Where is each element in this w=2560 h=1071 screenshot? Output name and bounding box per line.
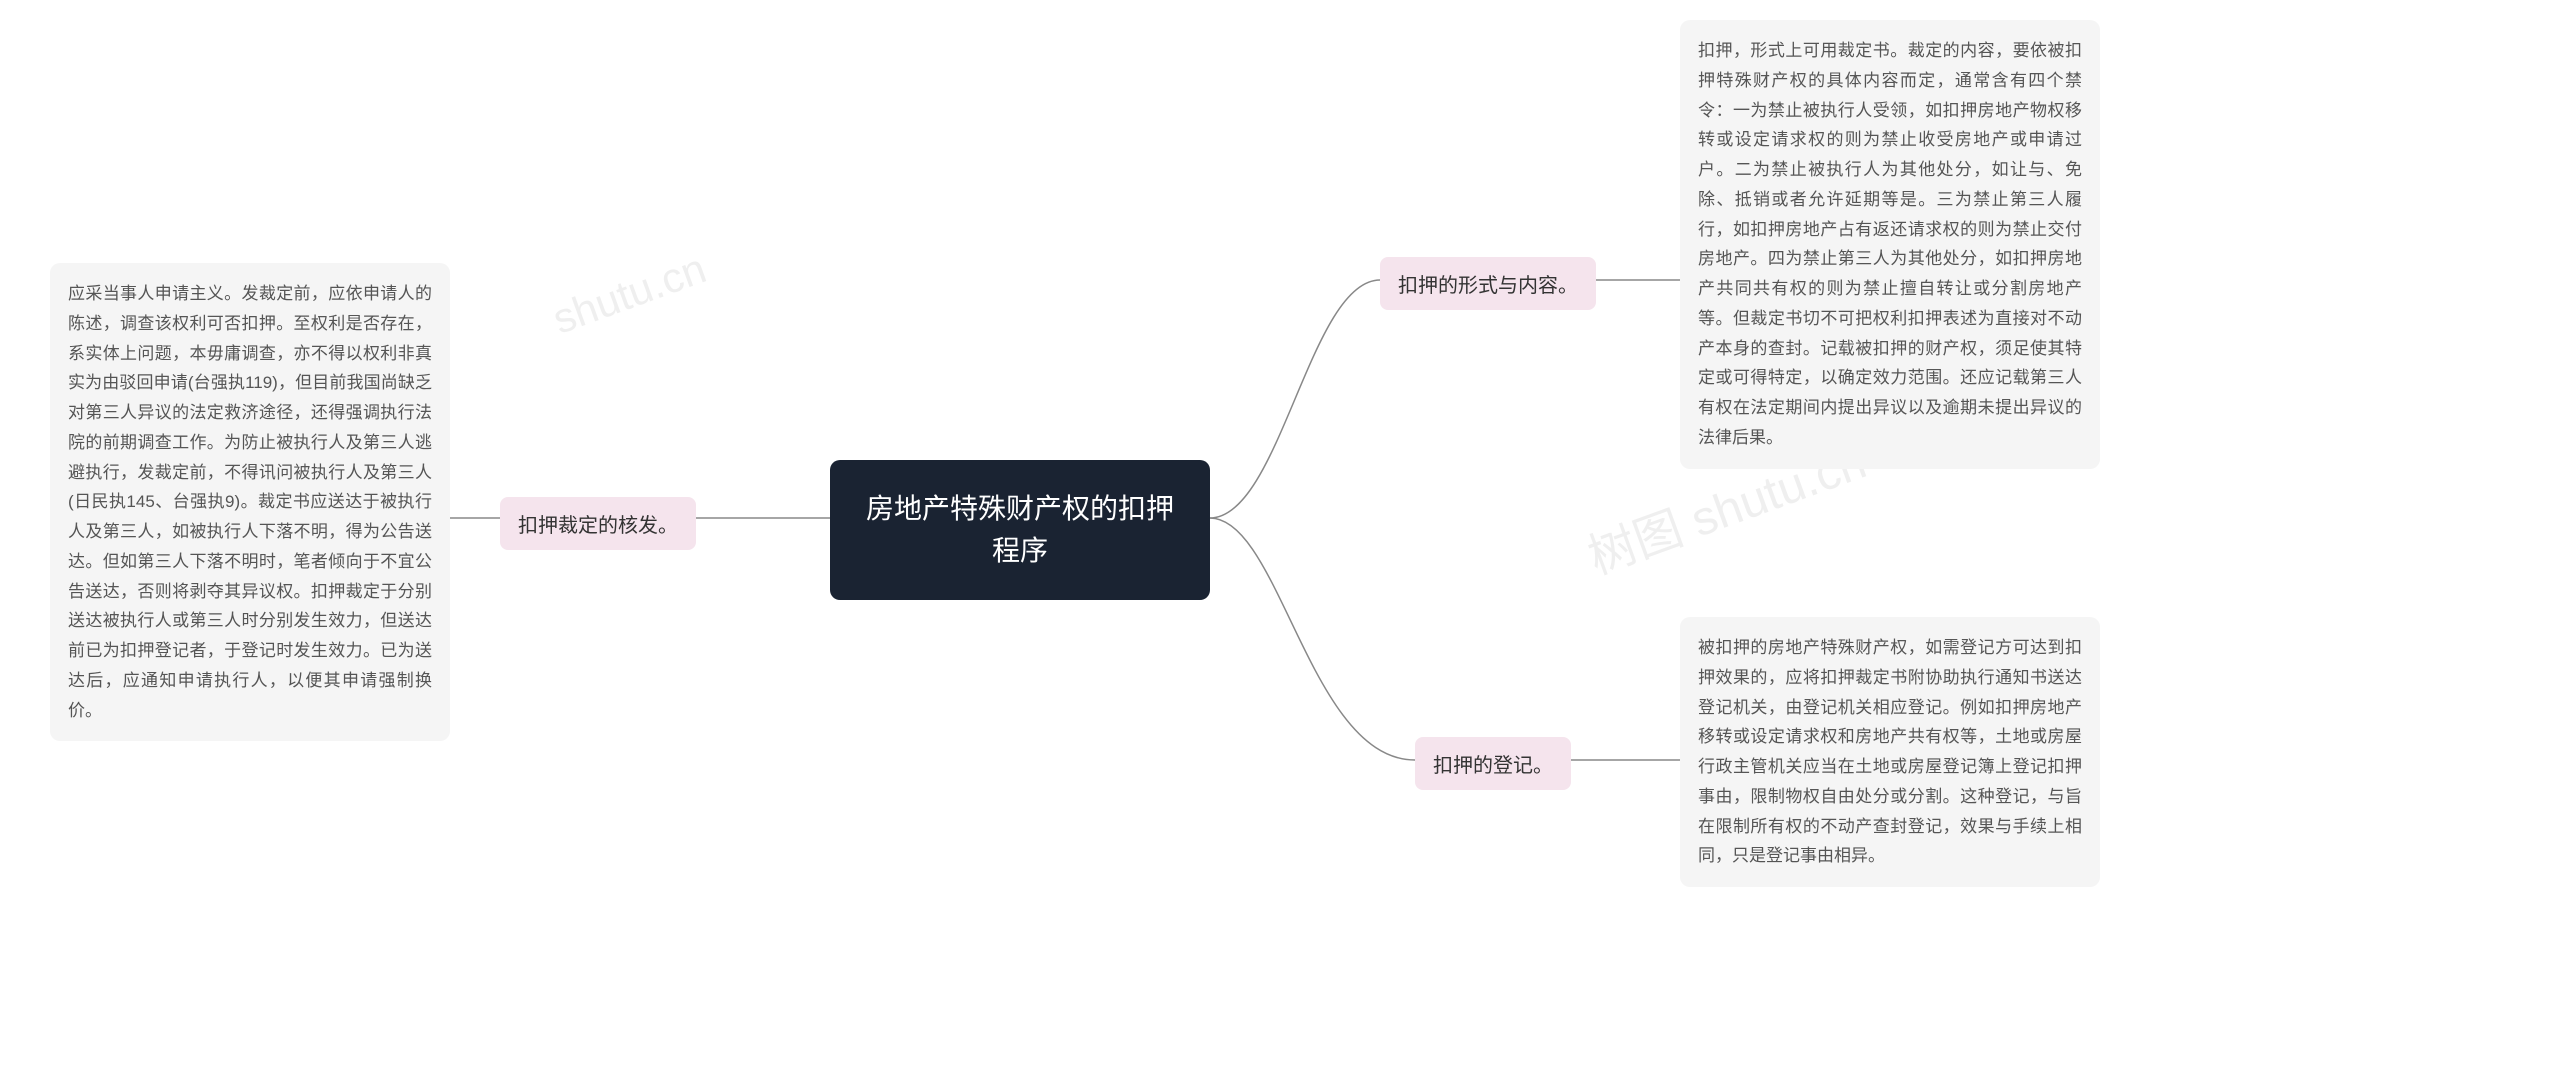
leaf-right-top-text: 扣押，形式上可用裁定书。裁定的内容，要依被扣押特殊财产权的具体内容而定，通常含有… xyxy=(1698,41,2082,447)
leaf-node-right-bottom: 被扣押的房地产特殊财产权，如需登记方可达到扣押效果的，应将扣押裁定书附协助执行通… xyxy=(1680,617,2100,887)
leaf-node-left: 应采当事人申请主义。发裁定前，应依申请人的陈述，调查该权利可否扣押。至权利是否存… xyxy=(50,263,450,741)
branch-node-right-top: 扣押的形式与内容。 xyxy=(1380,257,1596,310)
root-title-line2: 程序 xyxy=(992,535,1048,566)
leaf-right-bottom-text: 被扣押的房地产特殊财产权，如需登记方可达到扣押效果的，应将扣押裁定书附协助执行通… xyxy=(1698,638,2082,865)
branch-node-right-bottom: 扣押的登记。 xyxy=(1415,737,1571,790)
branch-right-top-label: 扣押的形式与内容。 xyxy=(1398,275,1578,297)
branch-node-left: 扣押裁定的核发。 xyxy=(500,497,696,550)
root-title-line1: 房地产特殊财产权的扣押 xyxy=(866,493,1174,524)
root-node: 房地产特殊财产权的扣押 程序 xyxy=(830,460,1210,600)
branch-right-bottom-label: 扣押的登记。 xyxy=(1433,755,1553,777)
branch-left-label: 扣押裁定的核发。 xyxy=(518,515,678,537)
watermark: shutu.cn xyxy=(547,244,713,343)
leaf-node-right-top: 扣押，形式上可用裁定书。裁定的内容，要依被扣押特殊财产权的具体内容而定，通常含有… xyxy=(1680,20,2100,469)
leaf-left-text: 应采当事人申请主义。发裁定前，应依申请人的陈述，调查该权利可否扣押。至权利是否存… xyxy=(68,284,432,720)
